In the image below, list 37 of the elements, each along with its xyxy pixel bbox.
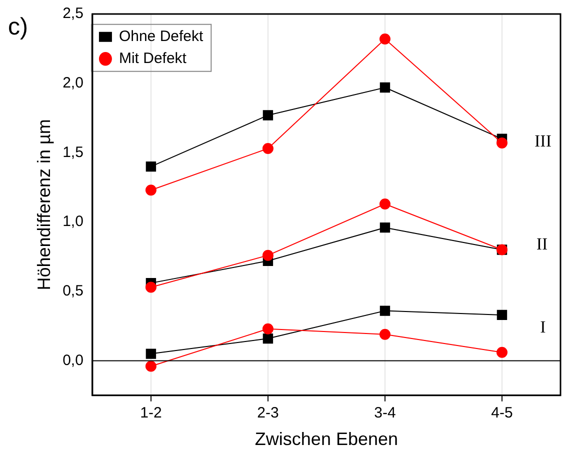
text: c)	[8, 14, 28, 41]
y-tick-label: 1,0	[62, 213, 84, 230]
x-tick-label: 1-2	[140, 404, 162, 422]
point	[262, 333, 274, 344]
point	[146, 348, 156, 359]
x-tick-label: 2-3	[257, 404, 279, 422]
legend-label: Mit Defekt	[118, 50, 188, 68]
point	[496, 346, 508, 358]
y-axis-title: Höhendifferenz in µm	[34, 119, 54, 290]
x-tick-label: 4-5	[491, 404, 513, 422]
point	[145, 184, 156, 196]
point	[496, 137, 508, 148]
y-tick-label: 2,0	[62, 74, 84, 92]
legend-label: Ohne Defekt	[118, 28, 204, 46]
annotation: II	[536, 234, 548, 254]
x-tick-label: 3-4	[374, 404, 396, 422]
y-tick-label: 1,5	[62, 144, 84, 161]
point	[380, 306, 390, 316]
point	[380, 222, 390, 233]
point	[262, 110, 274, 120]
x-axis-title: Zwischen Ebenen	[254, 429, 398, 450]
point	[379, 198, 390, 210]
point	[262, 250, 274, 261]
point	[496, 310, 508, 320]
y-tick-label: 0,0	[62, 352, 84, 369]
point	[379, 33, 390, 44]
point	[146, 161, 156, 172]
annotation: I	[540, 317, 546, 336]
y-tick-label: 2,5	[62, 5, 84, 22]
point	[145, 360, 156, 372]
annotation: III	[534, 131, 552, 150]
point	[262, 323, 274, 334]
y-tick-label: 0,5	[62, 282, 84, 300]
point	[379, 328, 390, 340]
point	[380, 82, 390, 93]
point	[145, 282, 156, 293]
point	[262, 143, 274, 154]
